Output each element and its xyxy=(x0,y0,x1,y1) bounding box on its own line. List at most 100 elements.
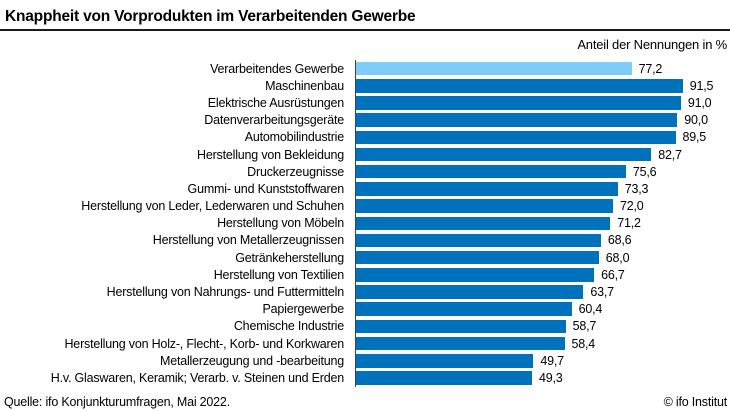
bar-plot-area: 49,7 xyxy=(356,352,730,369)
y-axis-line xyxy=(355,60,356,387)
bar-row: Automobilindustrie 89,5 xyxy=(0,129,730,146)
category-label: Datenverarbeitungsgeräte xyxy=(204,113,344,128)
copyright-note: © ifo Institut xyxy=(663,395,728,409)
bar-plot-area: 68,0 xyxy=(356,249,730,266)
value-label: 63,7 xyxy=(590,285,614,300)
bar xyxy=(356,319,566,334)
value-label: 82,7 xyxy=(658,147,682,162)
bar xyxy=(356,199,613,213)
bar-plot-area: 49,3 xyxy=(356,369,730,386)
bar-row: Herstellung von Holz-, Flecht-, Korb- un… xyxy=(0,335,730,352)
value-label: 68,6 xyxy=(607,233,632,248)
value-label: 91,5 xyxy=(689,78,714,93)
value-label: 60,4 xyxy=(578,302,603,317)
bar xyxy=(356,216,611,231)
category-label: Druckerzeugnisse xyxy=(247,164,344,179)
bar-row: Chemische Industrie 58,7 xyxy=(0,318,730,335)
category-label: H.v. Glaswaren, Keramik; Verarb. v. Stei… xyxy=(50,370,344,385)
bar xyxy=(356,250,599,265)
value-label: 91,0 xyxy=(687,95,712,110)
category-label: Herstellung von Holz-, Flecht-, Korb- un… xyxy=(64,336,344,351)
category-label: Herstellung von Bekleidung xyxy=(197,147,344,162)
category-label: Herstellung von Möbeln xyxy=(217,216,344,231)
value-label: 58,4 xyxy=(571,336,596,351)
value-label: 89,5 xyxy=(682,130,707,145)
category-label: Herstellung von Leder, Lederwaren und Sc… xyxy=(81,199,344,214)
bar-row: Herstellung von Leder, Lederwaren und Sc… xyxy=(0,198,730,215)
category-label: Elektrische Ausrüstungen xyxy=(207,95,344,110)
bar-plot-area: 90,0 xyxy=(356,112,730,129)
bar xyxy=(356,130,676,145)
bar xyxy=(356,96,681,110)
bar-plot-area: 82,7 xyxy=(356,146,730,163)
bar-plot-area: 58,4 xyxy=(356,335,730,352)
value-label: 49,7 xyxy=(540,353,564,368)
bar-row: Herstellung von Textilien 66,7 xyxy=(0,266,730,283)
bar-row: Herstellung von Möbeln 71,2 xyxy=(0,215,730,232)
bar-plot-area: 58,7 xyxy=(356,318,730,335)
bar-row: Druckerzeugnisse 75,6 xyxy=(0,163,730,180)
bar-plot-area: 63,7 xyxy=(356,283,730,300)
bar-row: Verarbeitendes Gewerbe 77,2 xyxy=(0,60,730,77)
bar-row: Herstellung von Bekleidung 82,7 xyxy=(0,146,730,163)
value-label: 72,0 xyxy=(620,199,644,214)
category-label: Herstellung von Metallerzeugnissen xyxy=(152,233,344,248)
chart-title: Knappheit von Vorprodukten im Verarbeite… xyxy=(5,8,416,25)
bar-row: Maschinenbau 91,5 xyxy=(0,77,730,94)
bar-plot-area: 72,0 xyxy=(356,198,730,215)
category-label: Getränkeherstellung xyxy=(235,250,344,265)
value-label: 73,3 xyxy=(624,181,649,196)
bar-plot-area: 91,0 xyxy=(356,94,730,111)
value-label: 75,6 xyxy=(632,164,657,179)
bar xyxy=(356,79,683,93)
bar-row: Herstellung von Nahrungs- und Futtermitt… xyxy=(0,283,730,300)
bar-row: Metallerzeugung und -bearbeitung 49,7 xyxy=(0,352,730,369)
bar xyxy=(356,302,572,316)
bar xyxy=(356,164,626,179)
bar-plot-area: 75,6 xyxy=(356,163,730,180)
bar-plot-area: 71,2 xyxy=(356,215,730,232)
category-label: Automobilindustrie xyxy=(244,130,344,145)
category-label: Gummi- und Kunststoffwaren xyxy=(187,181,345,196)
value-label: 90,0 xyxy=(684,113,708,128)
bar xyxy=(356,354,534,368)
bar-plot-area: 66,7 xyxy=(356,266,730,283)
category-label: Maschinenbau xyxy=(265,78,344,93)
units-label: Anteil der Nennungen in % xyxy=(577,37,727,52)
source-note: Quelle: ifo Konjunkturumfragen, Mai 2022… xyxy=(4,395,230,409)
bar-row: Getränkeherstellung 68,0 xyxy=(0,249,730,266)
bar-chart: Verarbeitendes Gewerbe 77,2 Maschinenbau… xyxy=(0,60,730,387)
bar-row: Datenverarbeitungsgeräte 90,0 xyxy=(0,112,730,129)
title-rule xyxy=(0,29,730,31)
bar-row: Herstellung von Metallerzeugnissen 68,6 xyxy=(0,232,730,249)
category-label: Metallerzeugung und -bearbeitung xyxy=(159,353,344,368)
bar xyxy=(356,147,652,162)
bar-plot-area: 68,6 xyxy=(356,232,730,249)
bar xyxy=(356,268,595,282)
bar-plot-area: 60,4 xyxy=(356,301,730,318)
category-label: Herstellung von Nahrungs- und Futtermitt… xyxy=(106,285,345,300)
bar xyxy=(356,233,601,248)
category-label: Papiergewerbe xyxy=(262,302,345,317)
bar-row: Elektrische Ausrüstungen 91,0 xyxy=(0,94,730,111)
category-label: Verarbeitendes Gewerbe xyxy=(210,61,344,76)
value-label: 68,0 xyxy=(605,250,630,265)
category-label: Herstellung von Textilien xyxy=(213,267,344,282)
value-label: 66,7 xyxy=(601,267,625,282)
value-label: 49,3 xyxy=(539,370,563,385)
bar xyxy=(356,113,678,127)
value-label: 58,7 xyxy=(572,319,597,334)
bar xyxy=(356,285,584,299)
value-label: 71,2 xyxy=(617,216,641,231)
bar-plot-area: 91,5 xyxy=(356,77,730,94)
category-label: Chemische Industrie xyxy=(233,319,344,334)
chart-footer: Quelle: ifo Konjunkturumfragen, Mai 2022… xyxy=(4,395,727,409)
bar-plot-area: 89,5 xyxy=(356,129,730,146)
bar xyxy=(356,61,632,76)
bar-row: H.v. Glaswaren, Keramik; Verarb. v. Stei… xyxy=(0,369,730,386)
bar xyxy=(356,336,565,351)
bar xyxy=(356,371,532,385)
bar-row: Papiergewerbe 60,4 xyxy=(0,301,730,318)
bar-plot-area: 77,2 xyxy=(356,60,730,77)
